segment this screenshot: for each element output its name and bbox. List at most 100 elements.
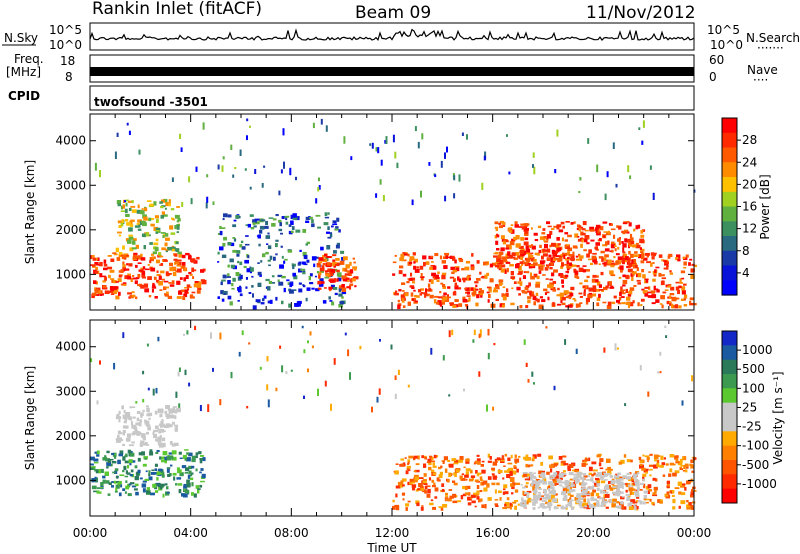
heatmap-cell [610, 228, 616, 231]
heatmap-cell [685, 254, 689, 258]
heatmap-cell [390, 344, 393, 350]
heatmap-cell [434, 174, 437, 178]
heatmap-cell [609, 485, 612, 489]
heatmap-cell [637, 472, 640, 475]
heatmap-cell [136, 209, 142, 214]
heatmap-cell [545, 326, 548, 329]
heatmap-cell [175, 483, 178, 486]
heatmap-cell [94, 461, 99, 464]
heatmap-cell [134, 429, 138, 432]
heatmap-cell [426, 461, 431, 464]
heatmap-cell [112, 252, 117, 254]
heatmap-cell [679, 278, 682, 282]
heatmap-cell [524, 237, 529, 241]
heatmap-cell [538, 270, 542, 274]
heatmap-cell [582, 285, 586, 288]
heatmap-cell [175, 425, 178, 430]
heatmap-cell [200, 269, 205, 273]
heatmap-cell [487, 460, 492, 463]
heatmap-cell [179, 457, 183, 459]
heatmap-cell [582, 221, 587, 226]
heatmap-cell [508, 467, 513, 472]
heatmap-cell [338, 289, 341, 293]
heatmap-cell [583, 475, 588, 478]
heatmap-cell [106, 450, 110, 454]
heatmap-cell [442, 460, 445, 464]
heatmap-cell [544, 243, 548, 249]
heatmap-cell [565, 482, 568, 487]
heatmap-cell [294, 303, 300, 307]
heatmap-cell [549, 284, 554, 289]
heatmap-cell [96, 450, 100, 455]
heatmap-cell [344, 332, 347, 336]
heatmap-cell [584, 279, 589, 283]
heatmap-cell [217, 233, 221, 235]
heatmap-cell [655, 478, 658, 482]
heatmap-cell [510, 484, 514, 487]
radar-title: Rankin Inlet (fitACF) [92, 0, 262, 19]
heatmap-cell [556, 504, 561, 507]
heatmap-cell [431, 456, 434, 460]
heatmap-cell [413, 289, 416, 292]
freq-panel: Freq. [MHz] 18 8 60 0 Nave ···· [6, 52, 778, 87]
nsky-trace-line [89, 28, 695, 41]
heatmap-cell [271, 275, 275, 278]
heatmap-cell [537, 225, 542, 229]
heatmap-cell [632, 262, 637, 267]
heatmap-cell [533, 273, 538, 278]
heatmap-cell [498, 279, 504, 283]
heatmap-cell [168, 409, 173, 414]
heatmap-cell [164, 460, 167, 464]
heatmap-cell [511, 252, 516, 257]
heatmap-cell [463, 279, 466, 283]
heatmap-cell [196, 256, 200, 260]
heatmap-cell [611, 260, 614, 262]
heatmap-cell [520, 223, 524, 226]
heatmap-cell [653, 252, 657, 255]
heatmap-cell [573, 476, 579, 480]
heatmap-cell [564, 487, 568, 492]
heatmap-cell [565, 221, 570, 223]
heatmap-cell [177, 251, 182, 255]
heatmap-cell [605, 494, 610, 498]
heatmap-cell [92, 254, 95, 259]
heatmap-cell [521, 497, 524, 501]
heatmap-cell [140, 440, 145, 444]
heatmap-cell [495, 228, 499, 232]
heatmap-cell [684, 463, 689, 468]
heatmap-cell [494, 499, 499, 501]
heatmap-cell [628, 506, 634, 510]
heatmap-cell [588, 466, 593, 472]
heatmap-cell [409, 285, 415, 288]
heatmap-cell [130, 469, 134, 473]
heatmap-cell [281, 275, 286, 279]
heatmap-cell [266, 356, 269, 362]
heatmap-cell [171, 248, 175, 252]
heatmap-cell [174, 214, 180, 219]
heatmap-cell [443, 456, 448, 461]
heatmap-cell [411, 484, 417, 488]
heatmap-cell [582, 490, 585, 495]
power-data [90, 118, 697, 310]
heatmap-cell [159, 289, 163, 291]
heatmap-cell [317, 187, 320, 192]
heatmap-cell [683, 297, 686, 301]
heatmap-cell [171, 217, 174, 220]
heatmap-cell [522, 490, 525, 496]
heatmap-cell [548, 484, 552, 487]
heatmap-cell [513, 281, 517, 284]
heatmap-cell [471, 495, 476, 498]
heatmap-cell [590, 486, 594, 490]
heatmap-cell [413, 261, 416, 264]
heatmap-cell [524, 492, 529, 495]
heatmap-cell [190, 296, 195, 299]
heatmap-cell [526, 476, 529, 479]
heatmap-cell [444, 252, 449, 256]
heatmap-cell [547, 495, 552, 500]
heatmap-cell [118, 418, 121, 423]
heatmap-cell [550, 484, 553, 489]
heatmap-cell [453, 279, 456, 282]
heatmap-cell [656, 289, 660, 293]
nsky-trace [89, 28, 695, 41]
heatmap-cell [124, 200, 126, 203]
